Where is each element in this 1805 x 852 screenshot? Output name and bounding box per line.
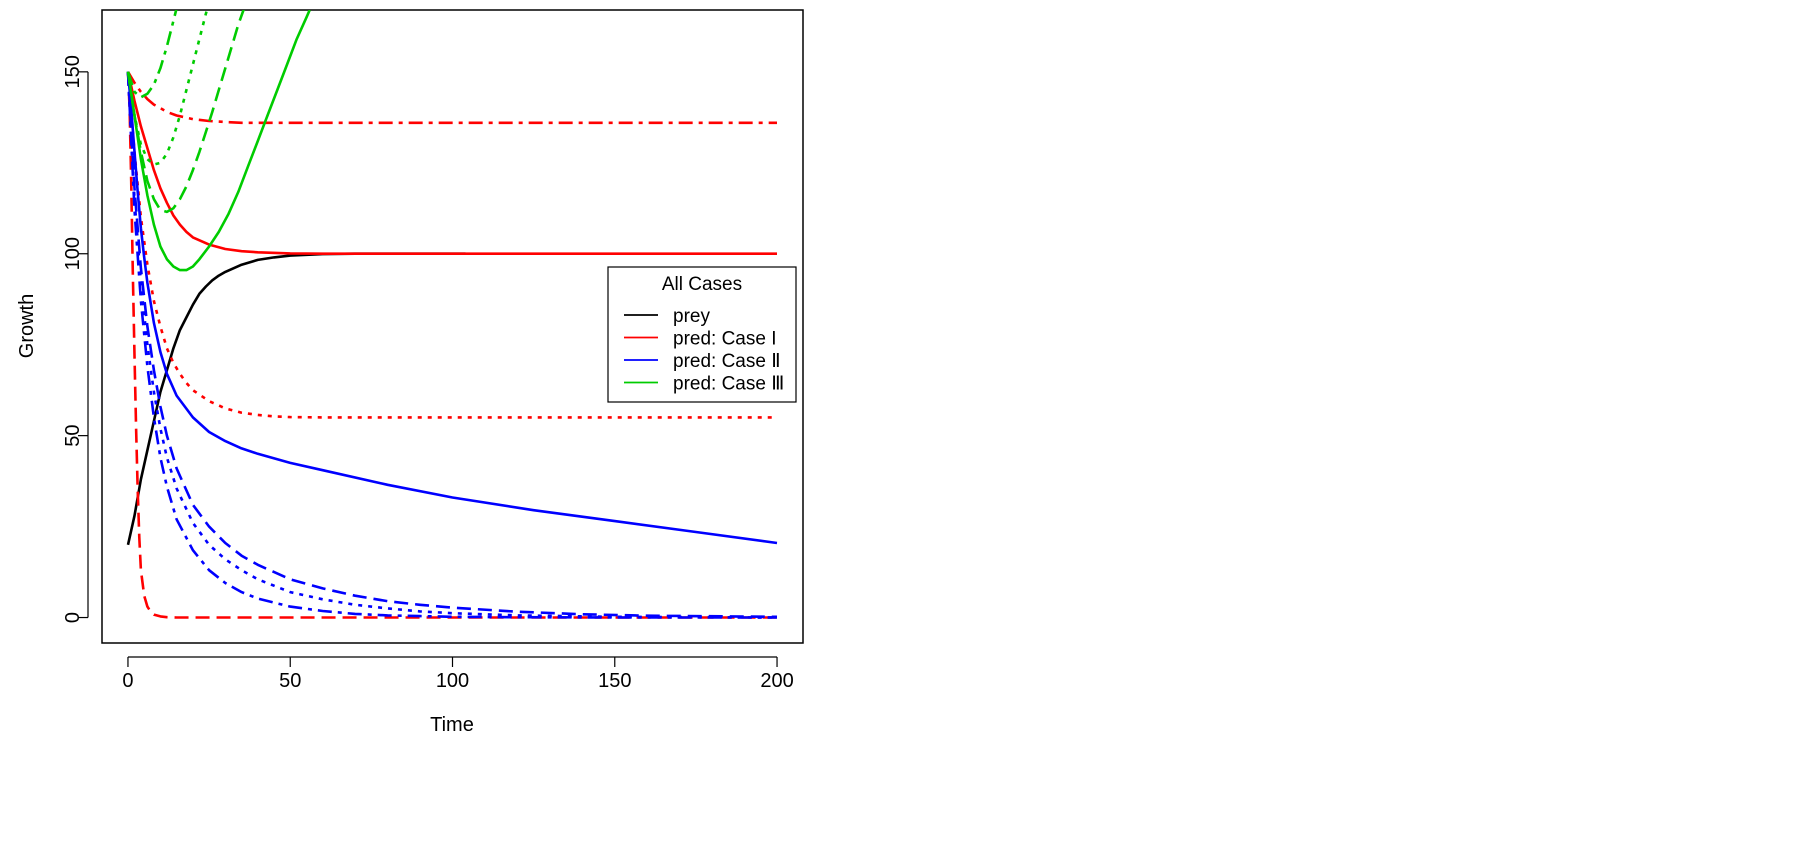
x-tick-label: 100 xyxy=(436,670,469,692)
x-tick-label: 150 xyxy=(598,670,631,692)
series-layer xyxy=(126,10,778,619)
series-line-5 xyxy=(126,71,778,545)
legend-box xyxy=(607,266,797,403)
series-line-3 xyxy=(126,71,777,619)
x-axis: 0 50 100 150 200 xyxy=(122,656,794,692)
legend-label-1: pred: Case I xyxy=(673,329,777,350)
y-tick-label: 0 xyxy=(62,612,84,623)
series-line-2 xyxy=(126,71,777,419)
series-line-8 xyxy=(126,71,777,619)
y-tick-label: 100 xyxy=(62,237,84,270)
legend-label-3: pred: Case Ⅲ xyxy=(673,374,784,395)
y-axis: 0 50 100 150 xyxy=(62,55,89,623)
y-tick-label: 50 xyxy=(62,425,84,447)
legend-title: All Cases xyxy=(662,274,742,295)
series-line-4 xyxy=(126,71,777,125)
series-line-9 xyxy=(126,10,311,272)
x-axis-label: Time xyxy=(430,714,474,736)
x-tick-label: 200 xyxy=(760,670,793,692)
series-line-10 xyxy=(126,10,245,214)
legend-label-0: prey xyxy=(673,306,710,327)
y-tick-label: 150 xyxy=(62,55,84,88)
plot-frame xyxy=(101,9,804,644)
legend-label-2: pred: Case Ⅱ xyxy=(673,351,781,372)
x-tick-label: 50 xyxy=(279,670,301,692)
y-axis-label: Growth xyxy=(16,294,38,358)
series-line-12 xyxy=(126,10,178,99)
series-line-11 xyxy=(126,10,209,166)
series-line-1 xyxy=(126,71,777,255)
series-line-6 xyxy=(126,71,778,619)
x-tick-label: 0 xyxy=(122,670,133,692)
